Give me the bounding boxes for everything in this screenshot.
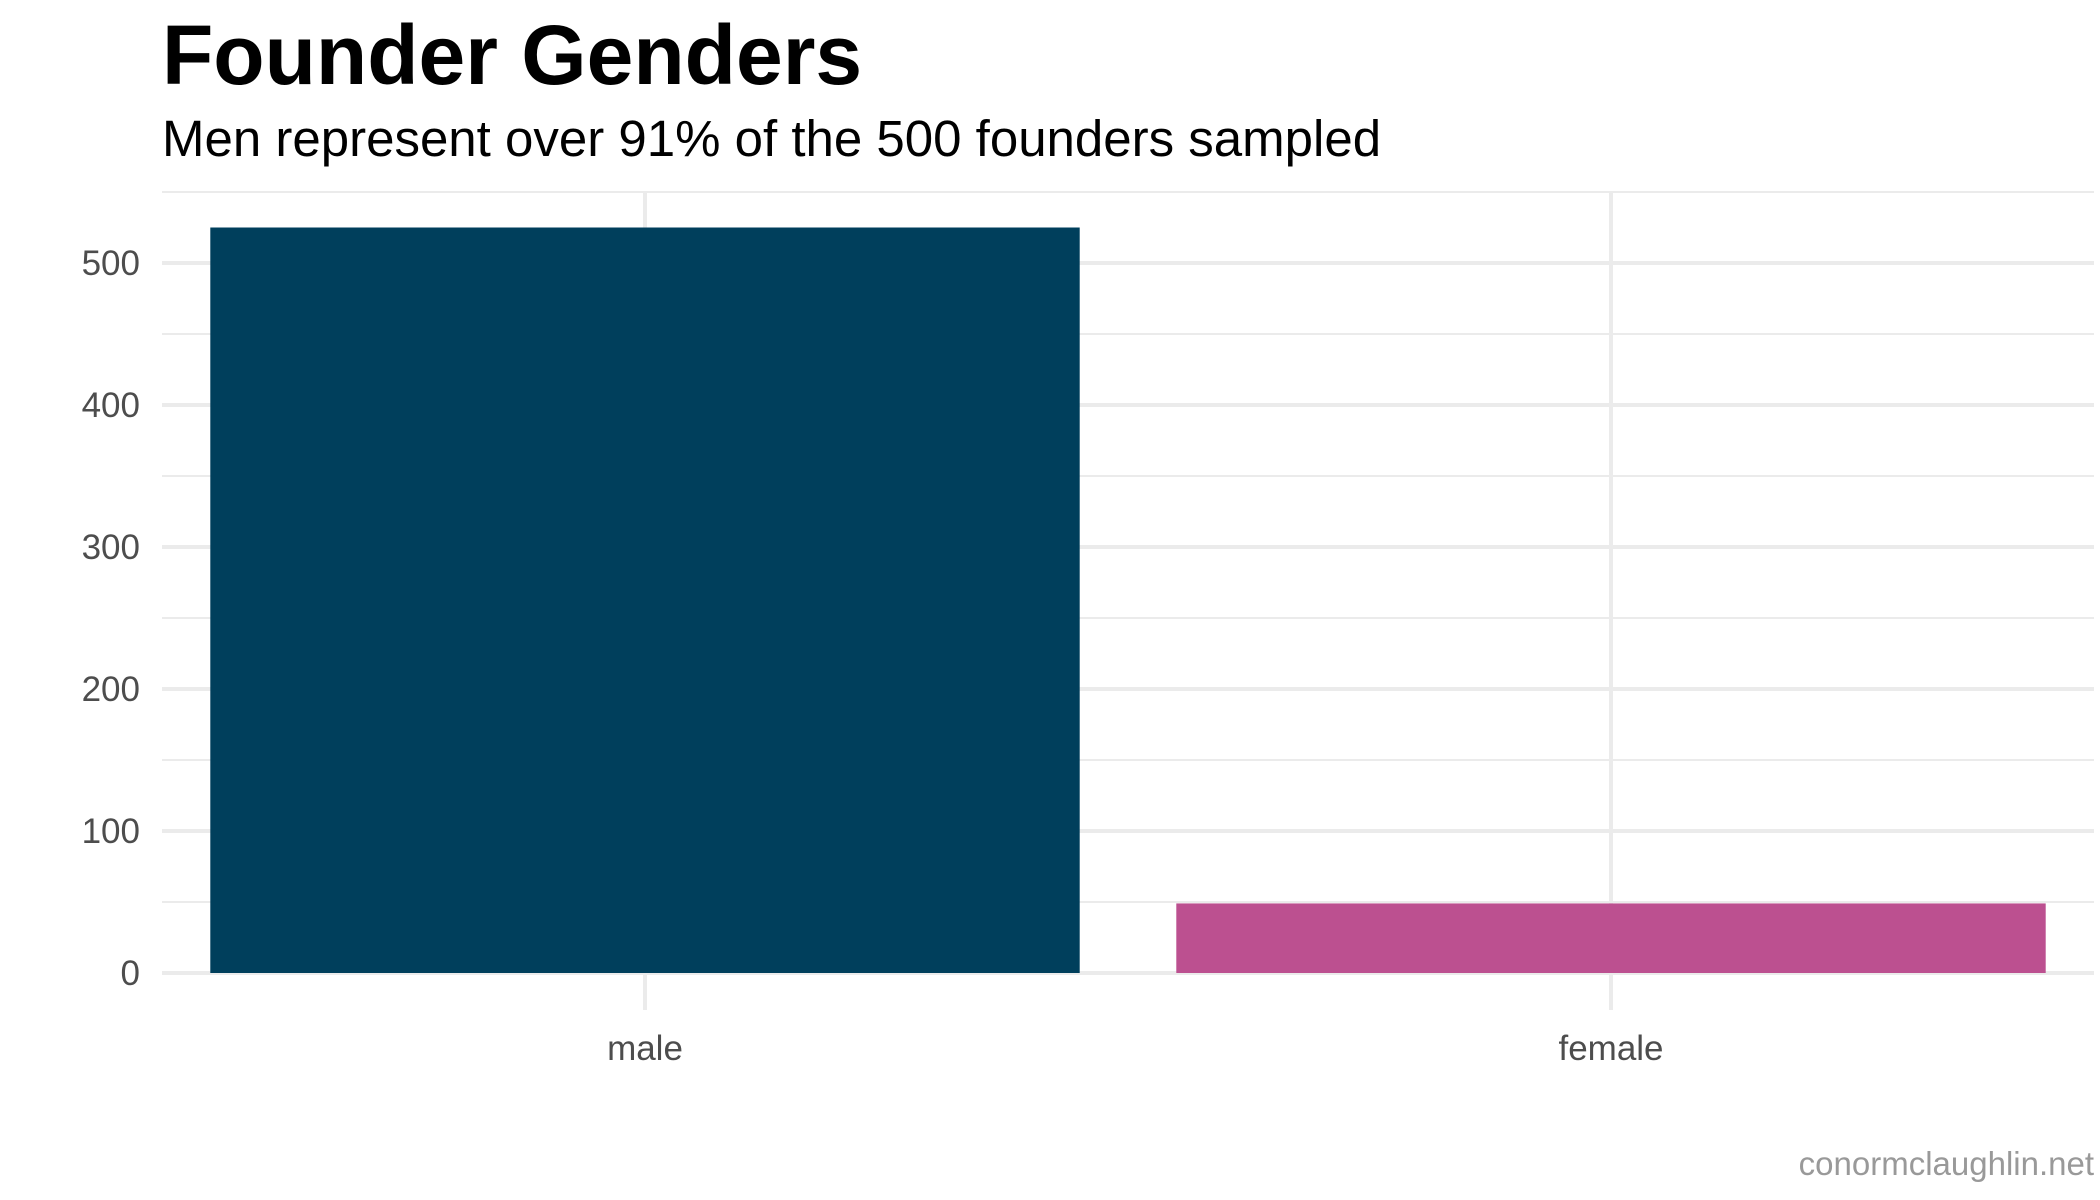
y-tick-label: 300 — [82, 528, 140, 567]
bar-male — [210, 227, 1080, 973]
x-tick-label: male — [607, 1029, 683, 1068]
y-axis: 0 100 200 300 400 500 — [82, 244, 140, 993]
y-tick-label: 100 — [82, 812, 140, 851]
chart-title: Founder Genders — [162, 8, 862, 102]
bar-female — [1176, 903, 2046, 973]
y-tick-label: 0 — [121, 954, 140, 993]
chart-subtitle: Men represent over 91% of the 500 founde… — [162, 110, 1381, 167]
chart-caption: conormclaughlin.net — [1799, 1145, 2094, 1182]
y-tick-label: 500 — [82, 244, 140, 283]
x-axis: male female — [607, 1029, 1663, 1068]
bars — [210, 227, 2046, 973]
y-tick-label: 200 — [82, 670, 140, 709]
y-tick-label: 400 — [82, 386, 140, 425]
x-tick-label: female — [1558, 1029, 1663, 1068]
